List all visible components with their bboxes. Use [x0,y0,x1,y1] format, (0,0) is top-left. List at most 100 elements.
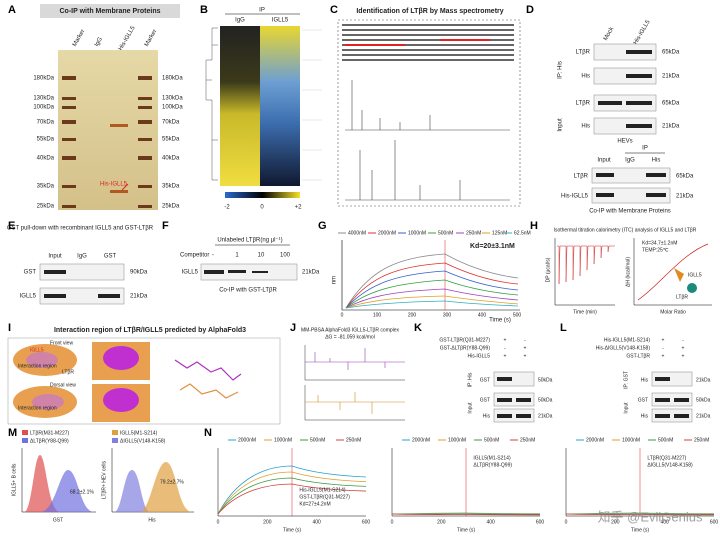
shape [62,156,76,160]
shape [497,414,512,418]
colorbar [225,192,300,198]
panel-letter: C [330,4,338,16]
group-label: IP: His [467,372,473,387]
panel-letter: A [8,4,16,16]
marker-label: 25kDa [162,204,180,210]
text: 125nM [492,230,507,236]
shape [62,138,76,141]
shape [112,430,118,435]
x-tick-label: 600 [536,519,545,525]
legend-entry: 250nM [520,437,535,443]
row-label: Competitor [180,253,209,259]
shape [252,271,268,273]
x-tick-label: 200 [437,519,446,525]
g [305,392,405,414]
shape [655,414,670,418]
size-label: 90kDa [130,270,148,276]
x-tick-label: 300 [443,312,452,318]
sign: - [524,337,526,343]
ellipse [103,346,139,370]
x-tick-label: 500 [513,312,522,318]
group-label: IP: His [558,61,564,79]
scale-label: 0 [260,205,264,211]
scale-label: +2 [295,205,303,211]
panel-letter: J [290,322,296,334]
legend-entry: 2000nM [412,437,430,443]
size-label: 21kDa [676,194,694,200]
chain-label: LTβR [62,369,74,375]
x-tick-label: 0 [217,519,220,525]
shape [342,49,514,51]
row-label: GST [24,270,37,276]
marker-label: 55kDa [162,137,180,143]
axes [342,240,520,310]
row-label: His [641,377,649,383]
shape [342,59,514,61]
x-label: Molar Ratio [660,309,686,315]
marker-label: 100kDa [33,105,54,111]
panel-letter: L [560,322,567,334]
text: 250nM [466,230,481,236]
panel-title: MM-PBSA AlphaFold3 IGLL5-LTβR complex [301,327,400,333]
group-label: Input [558,118,564,132]
sign: + [524,353,527,359]
shape [138,120,152,124]
panel-letter: I [8,322,11,334]
dendrogram [206,28,218,180]
caption: Co-IP with Membrane Proteins [589,209,671,215]
panel-c: C Identification of LTβR by Mass spectro… [330,4,520,206]
size-label: 65kDa [662,50,680,56]
shape [342,54,514,56]
dg-label: ΔG = -81.059 kcal/mol [325,334,375,340]
path [175,360,241,380]
group-label: IP: GST [623,371,629,389]
panel-letter: N [204,427,212,439]
legend-entry: 500nM [658,437,673,443]
panel-f: F Unlabeled LTβR(ng μl⁻¹) Competitor - 1… [162,220,320,294]
annotation: IGLL5(M1-S214) [473,455,511,461]
header: IP [642,146,648,152]
shape [110,190,128,193]
panel-e: E GST pull-down with recombinant IGLL5 a… [7,220,154,304]
path [674,268,684,282]
panel-title: Isothermal titration calorimetry (ITC) a… [554,227,697,233]
row-label: IGLL5 [20,294,37,300]
panel-g: G 4000nM 2000nM 1000nM 500nM 250nM 125nM… [318,220,531,324]
shape [596,193,614,197]
text: 1000nM [408,230,426,236]
interface [175,360,241,398]
path [346,280,518,308]
row-label: His-IGLL5(M1-S214) [604,337,650,343]
x-label: His [148,517,156,523]
scale-label: -2 [224,205,230,211]
x-label: GST [53,517,63,523]
panel-title: Identification of LTβR by Mass spectrome… [356,8,503,15]
panel-letter: K [414,322,422,334]
lane-label: Mock [603,26,616,42]
panel-letter: B [200,4,208,16]
x-tick-label: 0 [391,519,394,525]
shape [655,377,670,381]
annotation: His-IGLL5 [100,182,128,188]
watermark: 知乎 @EvilGenius [598,509,703,524]
marker-label: 100kDa [162,105,183,111]
marker-label: 40kDa [162,156,180,162]
shape [342,24,514,26]
legend-entry: 2000nM [238,437,256,443]
lane-label: Input [48,254,62,260]
y-label: DP (μcal/s) [545,257,551,282]
lane-label: GST [104,254,117,260]
shape [204,270,224,274]
spectrum [345,80,510,200]
size-label: 65kDa [662,101,680,107]
shape [138,76,152,80]
marker-label: 25kDa [37,204,55,210]
annotation: LTβR(Q31-M227) [647,455,686,461]
legend-entry: 500nM [484,437,499,443]
annotation: ΔLTβR(Y88-Q99) [473,462,512,468]
x-tick-label: 100 [373,312,382,318]
caption: Co-IP with GST-LTβR [219,288,277,294]
shape [110,124,128,127]
panel-a: A Co-IP with Membrane Proteins Marker Ig… [8,4,183,210]
